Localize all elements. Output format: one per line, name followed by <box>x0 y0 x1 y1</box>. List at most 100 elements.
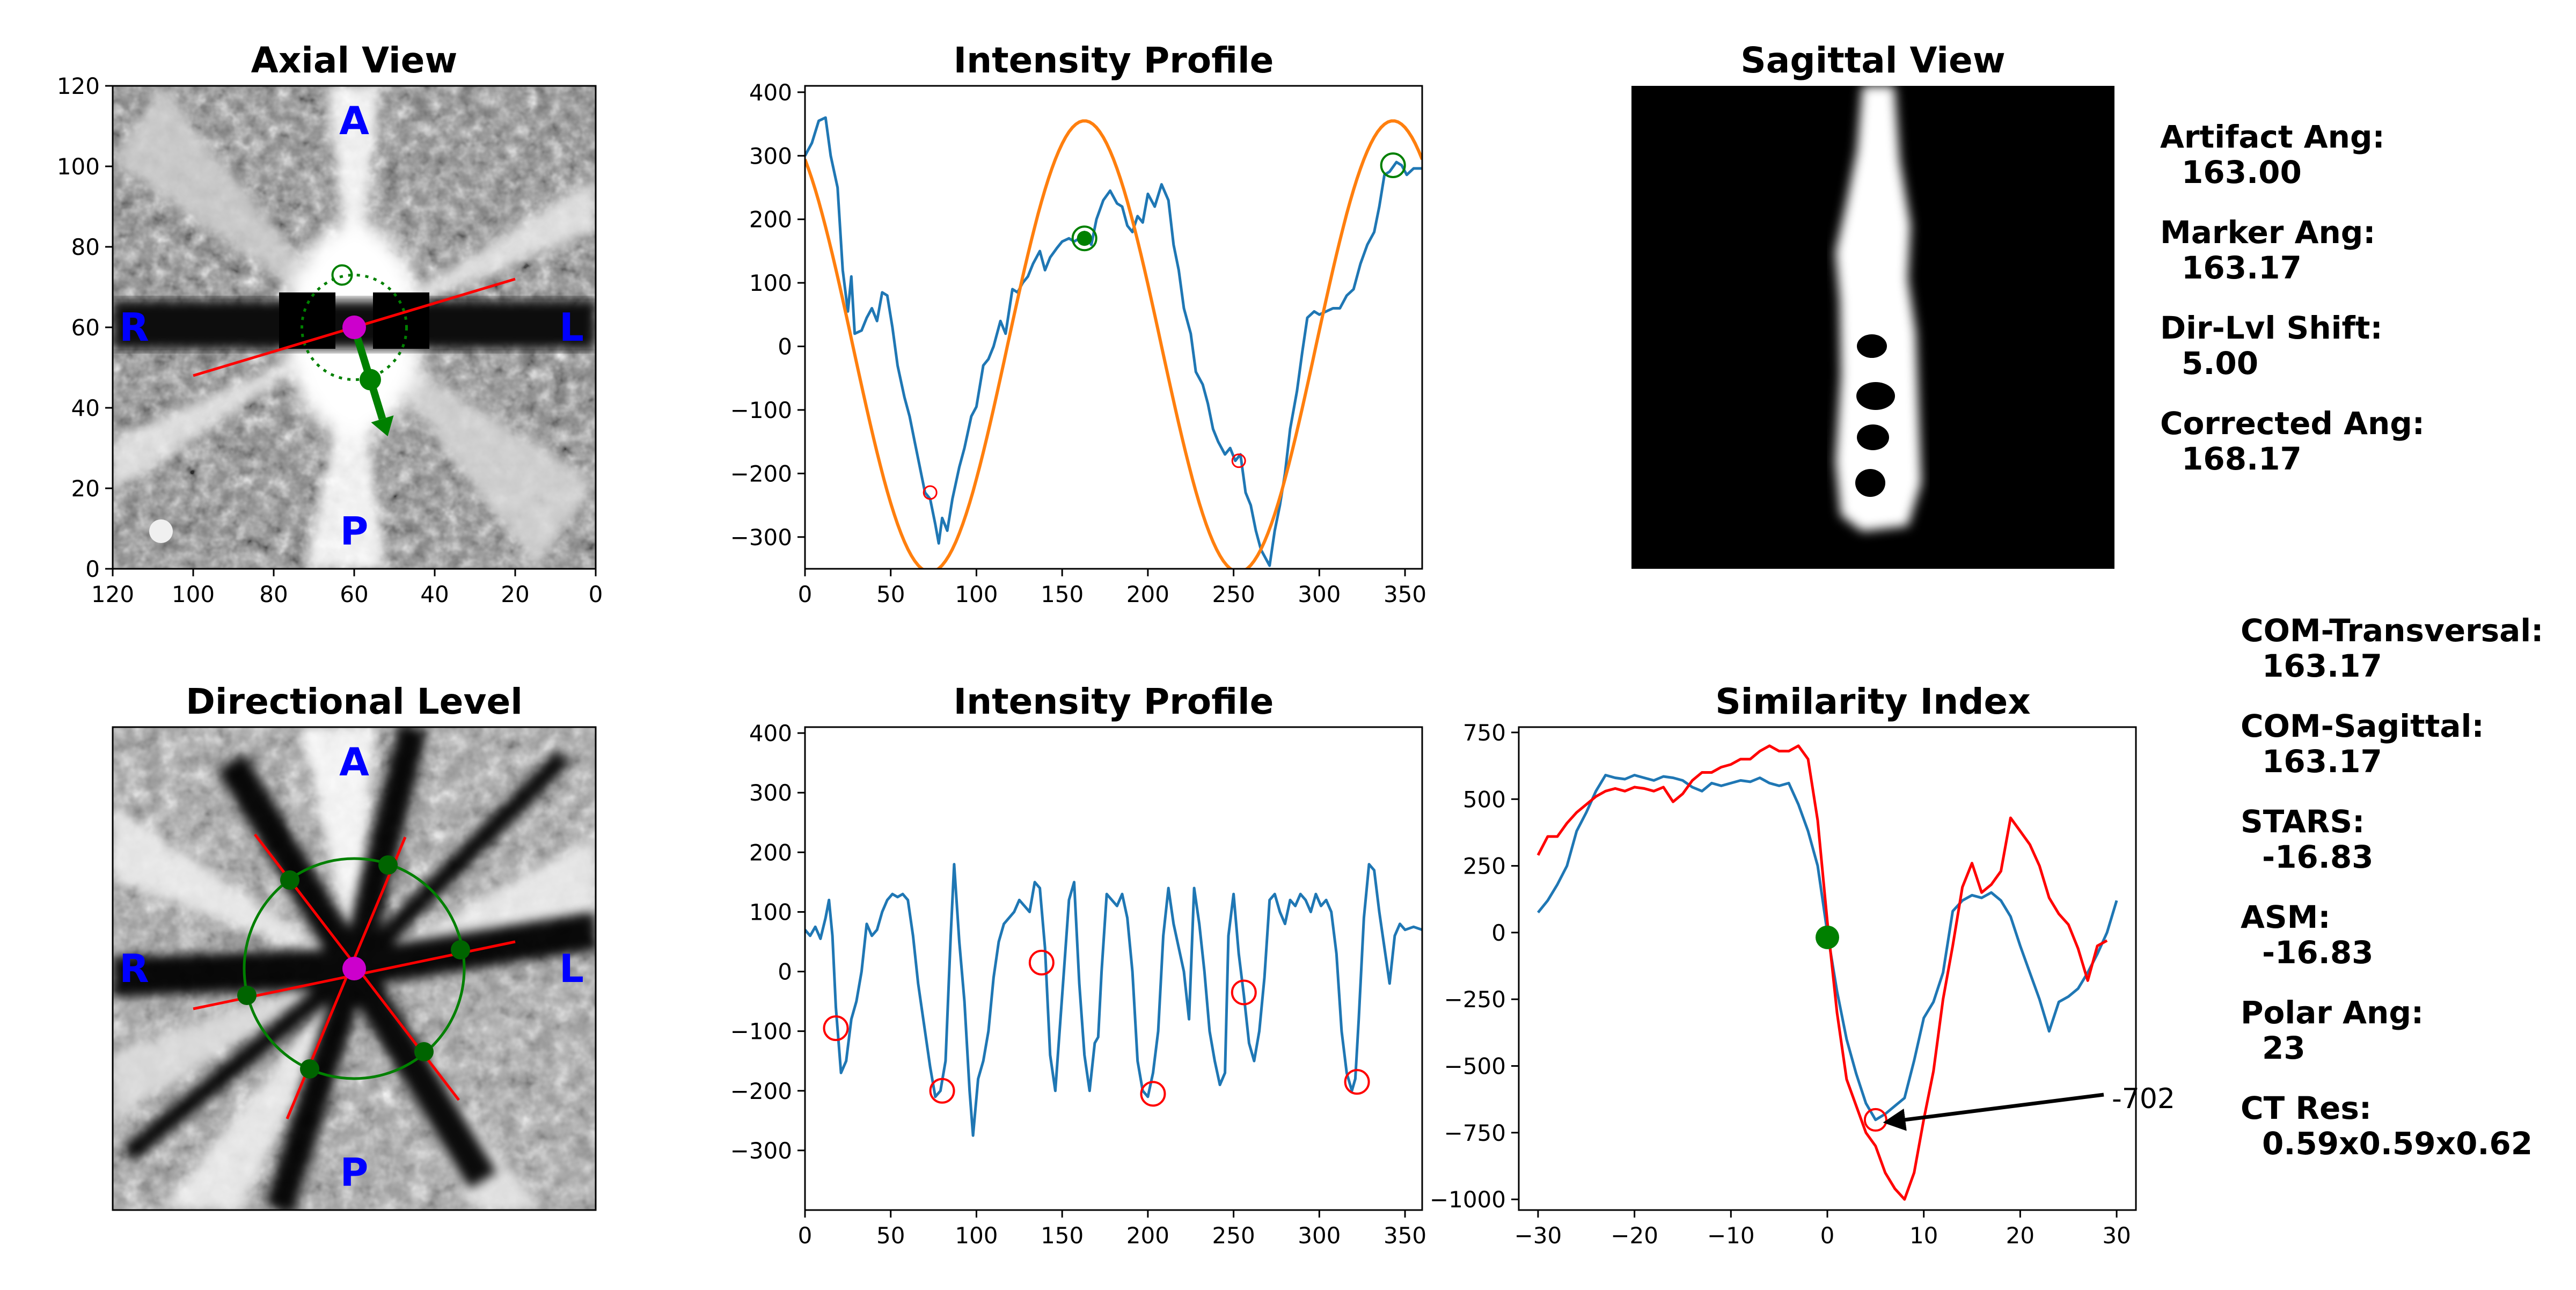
profile-bottom-xtick-label: 350 <box>1384 1222 1426 1249</box>
sagittal-image <box>1835 86 1921 531</box>
axial-label-r: R <box>119 305 149 350</box>
profile-top-xtick-label: 350 <box>1384 581 1426 607</box>
similarity-axes: −30 −20 −10 0 10 20 30 750 500 250 0 −250 −500 −750 −1… <box>1430 720 2131 1249</box>
axial-view-panel: Axial View 120 100 80 60 40 20 002040608010012… <box>57 40 603 607</box>
profile-top-model-line <box>805 119 1422 569</box>
similarity-xtick-label: 30 <box>2102 1222 2131 1249</box>
axial-marker-point <box>360 369 381 391</box>
info-bottom-label: COM-Sagittal: <box>2241 708 2484 744</box>
profile-top-peak-marker <box>1380 152 1406 179</box>
similarity-ytick-label: −750 <box>1444 1120 1506 1146</box>
similarity-xtick-label: 0 <box>1820 1222 1835 1249</box>
similarity-xtick-label: −30 <box>1514 1222 1562 1249</box>
similarity-plot <box>1536 744 2118 1201</box>
similarity-zero-marker <box>1816 925 1839 949</box>
profile-top-ytick-label: 200 <box>749 207 792 233</box>
similarity-xtick-label: 20 <box>2006 1222 2035 1249</box>
axial-label-a: A <box>339 98 369 143</box>
profile-bottom-xtick-label: 100 <box>955 1222 998 1249</box>
profile-top-trough-marker <box>923 485 938 500</box>
axial-ytick-label: 80 <box>71 234 100 260</box>
similarity-xtick-label: 10 <box>1909 1222 1938 1249</box>
profile-top-trough-marker <box>1231 453 1246 468</box>
dir-marker-5 <box>300 1059 319 1079</box>
similarity-annotation: -702 <box>1883 1083 2175 1131</box>
similarity-ytick-label: −500 <box>1444 1053 1506 1079</box>
axial-xtick-label: 100 <box>172 581 215 607</box>
dir-marker-6 <box>237 986 257 1005</box>
profile-top-ytick-label: −100 <box>730 397 792 423</box>
axial-ytick-label: 100 <box>57 153 100 180</box>
axial-axes: 120 100 80 60 40 20 0 0 20 40 60 80 100 120 <box>57 73 603 607</box>
sagittal-view-title: Sagittal View <box>1740 40 2005 81</box>
dir-center <box>342 957 366 980</box>
profile-top-xtick-label: 150 <box>1041 581 1084 607</box>
profile-bottom-marker <box>823 1015 849 1042</box>
info-bottom-value: 0.59x0.59x0.62 <box>2262 1125 2533 1162</box>
similarity-title: Similarity Index <box>1715 681 2031 722</box>
profile-bottom-marker <box>1231 979 1257 1006</box>
directional-overlay <box>193 833 516 1119</box>
dir-marker-2 <box>378 855 398 875</box>
profile-bottom-signal-line <box>805 863 1422 1137</box>
axial-ytick-label: 60 <box>71 314 100 341</box>
dir-label-p: P <box>340 1150 369 1195</box>
profile-bottom-marker <box>1028 949 1055 976</box>
info-top-label: Dir-Lvl Shift: <box>2160 310 2383 346</box>
axial-label-l: L <box>559 305 584 350</box>
profile-bottom-xtick-label: 50 <box>876 1222 905 1249</box>
profile-top-plot <box>805 116 1422 569</box>
profile-bottom-ytick-label: 200 <box>749 839 792 866</box>
directional-level-panel: Directional Level <box>112 681 597 1211</box>
similarity-annotation-label: -702 <box>2112 1083 2175 1115</box>
directional-image <box>113 727 596 1210</box>
axial-xtick-label: 20 <box>501 581 529 607</box>
dir-label-r: R <box>119 946 149 991</box>
info-top-value: 163.17 <box>2182 250 2302 286</box>
similarity-xtick-label: −10 <box>1707 1222 1755 1249</box>
similarity-ytick-label: 250 <box>1463 853 1506 879</box>
info-bottom-value: 163.17 <box>2262 743 2382 780</box>
info-top-value: 5.00 <box>2182 345 2258 382</box>
dir-marker-1 <box>280 870 299 890</box>
intensity-profile-bottom-panel: Intensity Profile 0 50 100 150 200 250 300 350 4… <box>730 681 1427 1249</box>
profile-top-peak-dot <box>1077 231 1092 246</box>
axial-ytick-label: 0 <box>85 556 100 582</box>
profile-top-xtick-label: 0 <box>798 581 813 607</box>
profile-bottom-xtick-label: 150 <box>1041 1222 1084 1249</box>
dir-label-l: L <box>559 946 584 991</box>
sagittal-view-panel: Sagittal View <box>1631 40 2114 569</box>
similarity-xtick-label: −20 <box>1611 1222 1658 1249</box>
similarity-ytick-label: −1000 <box>1430 1186 1506 1213</box>
axial-view-title: Axial View <box>251 40 458 81</box>
profile-bottom-plot <box>805 863 1422 1137</box>
similarity-ytick-label: 0 <box>1491 920 1506 946</box>
profile-bottom-marker <box>1140 1081 1166 1107</box>
axial-xtick-label: 80 <box>259 581 288 607</box>
profile-bottom-xtick-label: 300 <box>1298 1222 1341 1249</box>
info-bottom-label: CT Res: <box>2241 1090 2372 1126</box>
profile-bottom-ytick-label: 0 <box>778 959 792 985</box>
profile-top-xtick-label: 300 <box>1298 581 1341 607</box>
profile-bottom-ytick-label: 300 <box>749 780 792 806</box>
info-top-label: Corrected Ang: <box>2160 405 2425 442</box>
profile-bottom-marker <box>1344 1069 1370 1095</box>
axial-center <box>342 316 366 339</box>
axial-label-p: P <box>340 509 369 554</box>
axial-xtick-label: 40 <box>420 581 449 607</box>
info-bottom-label: Polar Ang: <box>2241 994 2424 1031</box>
profile-bottom-title: Intensity Profile <box>954 681 1274 722</box>
profile-bottom-ytick-label: 400 <box>749 720 792 746</box>
axial-xtick-label: 60 <box>340 581 368 607</box>
axial-marker-circle <box>301 274 408 381</box>
profile-top-title: Intensity Profile <box>954 40 1274 81</box>
dir-marker-3 <box>451 940 470 959</box>
info-top-value: 168.17 <box>2182 441 2302 477</box>
profile-top-axes: 0 50 100 150 200 250 300 350 400 300 200 100 0 −100 −2… <box>730 79 1427 607</box>
similarity-index-panel: Similarity Index −30 −20 −10 0 10 20 30 750 500 2… <box>1430 681 2175 1249</box>
profile-top-ytick-label: −300 <box>730 524 792 551</box>
axial-xtick-label: 0 <box>589 581 603 607</box>
info-top-value: 163.00 <box>2182 154 2302 190</box>
similarity-ytick-label: −250 <box>1444 986 1506 1013</box>
